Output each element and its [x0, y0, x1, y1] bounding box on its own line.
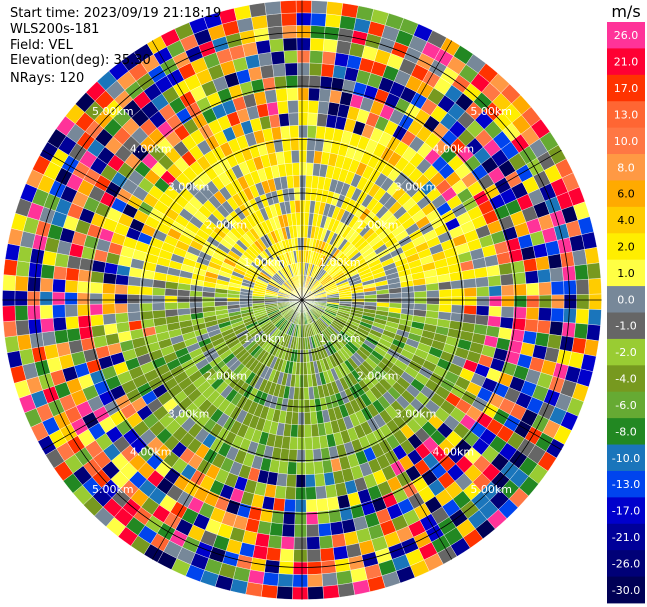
- range-bins: [2, 0, 602, 600]
- colorbar-tick-label: 0.0: [617, 293, 635, 306]
- colorbar-tick-label: -8.0: [615, 425, 636, 438]
- colorbar-tick-label: 13.0: [614, 108, 639, 121]
- colorbar-tick-label: 1.0: [617, 267, 635, 280]
- colorbar-tick-label: 4.0: [617, 214, 635, 227]
- colorbar-unit: m/s: [611, 2, 640, 21]
- colorbar-tick-label: 21.0: [614, 56, 639, 69]
- colorbar-tick-label: 6.0: [617, 188, 635, 201]
- colorbar-tick-label: -4.0: [615, 373, 636, 386]
- colorbar-tick-label: -10.0: [612, 452, 640, 465]
- colorbar-tick-label: -26.0: [612, 557, 640, 570]
- colorbar-tick-label: 2.0: [617, 241, 635, 254]
- colorbar-tick-label: -30.0: [612, 584, 640, 597]
- colorbar-tick-label: -13.0: [612, 478, 640, 491]
- colorbar-tick-label: -6.0: [615, 399, 636, 412]
- colorbar-tick-label: 10.0: [614, 135, 639, 148]
- colorbar-tick-label: -2.0: [615, 346, 636, 359]
- colorbar-tick-label: 8.0: [617, 161, 635, 174]
- colorbar-tick-label: -1.0: [615, 320, 636, 333]
- colorbar-tick-label: -17.0: [612, 505, 640, 518]
- colorbar-tick-label: 17.0: [614, 82, 639, 95]
- colorbar-tick-label: -21.0: [612, 531, 640, 544]
- colorbar-tick-label: 26.0: [614, 29, 639, 42]
